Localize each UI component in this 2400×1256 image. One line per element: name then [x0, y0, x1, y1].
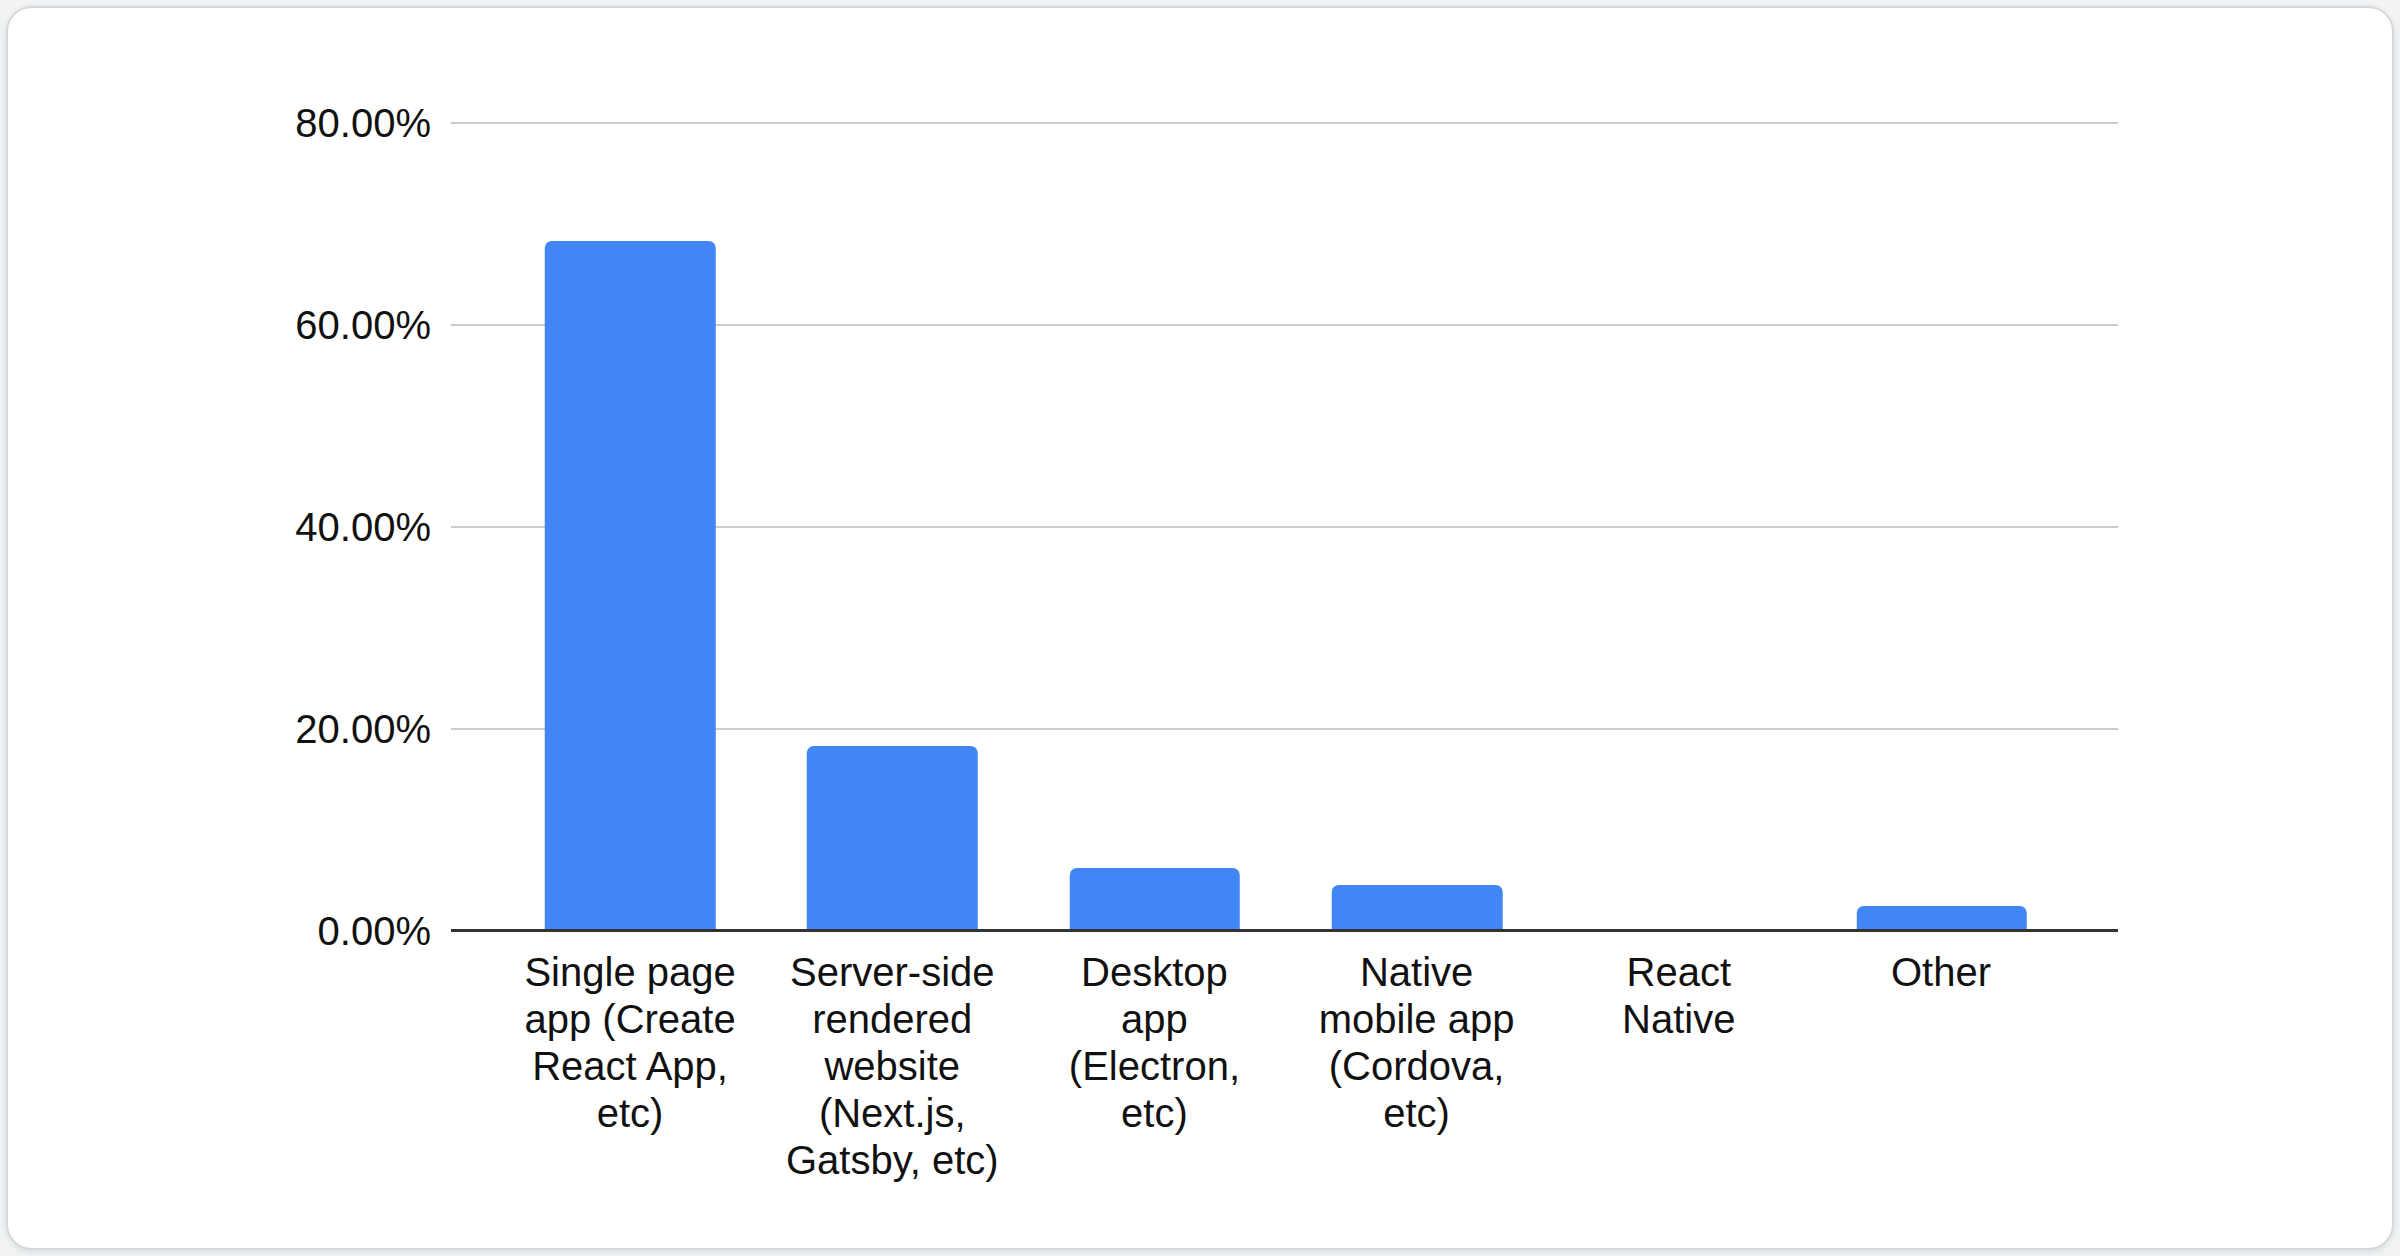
bar-band-server-side-rendered [761, 123, 1023, 931]
x-axis-label-server-side-rendered: Server-side rendered website (Next.js, G… [761, 949, 1023, 1184]
y-axis-tick-label: 40.00% [295, 505, 431, 550]
bar-band-other [1811, 123, 2073, 931]
bar-band-native-mobile-app [1286, 123, 1548, 931]
chart-card: 80.00% 60.00% 40.00% 20.00% 0.00% [6, 6, 2394, 1250]
bar-band-react-native [1548, 123, 1810, 931]
bar-native-mobile-app[interactable] [1332, 885, 1503, 931]
x-axis-baseline [451, 929, 2118, 932]
bar-band-desktop-app [1024, 123, 1286, 931]
plot-area: 80.00% 60.00% 40.00% 20.00% 0.00% [451, 123, 2118, 931]
bar-server-side-rendered[interactable] [807, 746, 978, 931]
x-axis-label-other: Other [1810, 949, 2072, 1184]
x-axis-label-single-page-app: Single page app (Create React App, etc) [499, 949, 761, 1184]
bar-desktop-app[interactable] [1070, 868, 1241, 931]
x-axis-label-react-native: React Native [1548, 949, 1810, 1184]
y-axis-tick-label: 80.00% [295, 101, 431, 146]
screenshot-root: { "card": { "background": "#ffffff", "bo… [0, 0, 2400, 1256]
x-axis-label-desktop-app: Desktop app (Electron, etc) [1023, 949, 1285, 1184]
bar-band-single-page-app [499, 123, 761, 931]
bar-other[interactable] [1857, 906, 2028, 931]
x-axis-label-native-mobile-app: Native mobile app (Cordova, etc) [1286, 949, 1548, 1184]
y-axis-tick-label: 0.00% [318, 909, 431, 954]
x-axis-labels: Single page app (Create React App, etc) … [499, 949, 2072, 1184]
y-axis-tick-label: 20.00% [295, 707, 431, 752]
y-axis-tick-label: 60.00% [295, 303, 431, 348]
bars-group [499, 123, 2073, 931]
bar-single-page-app[interactable] [545, 241, 716, 931]
